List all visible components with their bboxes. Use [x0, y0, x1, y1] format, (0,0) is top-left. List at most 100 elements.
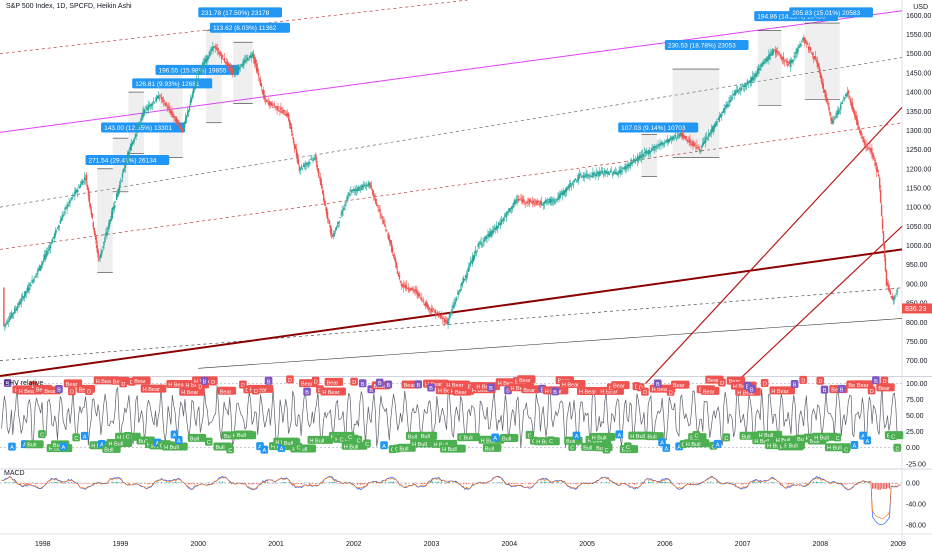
chv-signal-tag: B: [416, 383, 420, 389]
candle-body: [447, 319, 448, 324]
candle-body: [554, 202, 555, 203]
measure-label: 205.83 (15.01%) 20583: [792, 10, 860, 17]
candle-body: [298, 159, 299, 164]
chv-signal-tag: H Bear: [579, 390, 596, 396]
measure-label: 230.53 (18.78%) 23053: [668, 42, 736, 49]
macd-histogram-bar: [129, 483, 130, 484]
macd-histogram-bar: [424, 483, 425, 484]
macd-tick-label: 0.00: [906, 481, 920, 488]
candle-body: [716, 122, 717, 125]
macd-histogram-bar: [499, 482, 500, 483]
candle-body: [42, 261, 43, 262]
candle-body: [506, 212, 507, 217]
macd-histogram-bar: [435, 482, 436, 483]
macd-histogram-bar: [514, 483, 515, 484]
chv-signal-tag: C: [549, 439, 553, 445]
candle-body: [873, 156, 874, 159]
macd-histogram-bar: [38, 483, 39, 484]
macd-histogram-bar: [405, 483, 406, 484]
chv-signal-tag: C: [357, 438, 361, 444]
chv-signal-tag: A: [177, 438, 181, 444]
macd-histogram-bar: [547, 482, 548, 483]
macd-histogram-bar: [765, 482, 766, 483]
macd-histogram-bar: [665, 482, 666, 483]
chv-signal-tag: A: [575, 434, 579, 440]
macd-histogram-bar: [774, 482, 775, 483]
candle-body: [788, 64, 789, 65]
candle-body: [443, 317, 444, 318]
candle-body: [208, 55, 209, 58]
candle-body: [28, 288, 29, 290]
macd-histogram-bar: [606, 482, 607, 483]
candle-body: [551, 199, 552, 200]
candle-body: [458, 291, 459, 294]
macd-histogram-bar: [793, 483, 794, 484]
candle-body: [125, 165, 126, 168]
candle-body: [860, 132, 861, 135]
candle-body: [192, 94, 193, 98]
macd-histogram-bar: [259, 483, 260, 484]
candle-body: [408, 287, 409, 289]
candle-body: [764, 61, 765, 63]
macd-histogram-bar: [382, 482, 383, 483]
macd-histogram-bar: [391, 482, 392, 483]
candle-body: [310, 159, 311, 160]
macd-histogram-bar: [522, 483, 523, 484]
chv-signal-tag: A: [665, 446, 669, 452]
candle-body: [36, 273, 37, 275]
candle-body: [692, 141, 693, 146]
macd-histogram-bar: [360, 483, 361, 485]
measure-label: 196.55 (15.98%) 19855: [159, 67, 227, 74]
candle-body: [460, 289, 461, 290]
macd-histogram-bar: [57, 482, 58, 483]
candle-body: [602, 171, 603, 174]
macd-histogram-bar: [169, 482, 170, 483]
candle-body: [229, 64, 230, 66]
macd-histogram-bar: [888, 483, 889, 488]
chv-signal-tag: D: [720, 381, 724, 387]
candle-body: [403, 284, 404, 287]
chv-signal-tag: H Bear: [143, 387, 160, 393]
candle-body: [20, 303, 21, 305]
macd-histogram-bar: [634, 483, 635, 484]
chv-signal-tag: Bear: [703, 389, 715, 395]
candle-body: [829, 112, 830, 116]
macd-histogram-bar: [746, 483, 747, 484]
macd-histogram-bar: [362, 483, 363, 484]
candle-body: [263, 90, 264, 95]
candle-body: [524, 202, 525, 203]
macd-histogram-bar: [567, 483, 568, 484]
macd-histogram-bar: [27, 483, 28, 484]
candle-body: [168, 107, 169, 110]
macd-histogram-bar: [853, 483, 854, 484]
chv-signal-tag: H Bull: [412, 442, 427, 448]
macd-histogram-bar: [51, 482, 52, 483]
candle-body: [412, 289, 413, 291]
candle-body: [717, 121, 718, 122]
candle-body: [503, 218, 504, 221]
macd-histogram-bar: [650, 482, 651, 483]
candle-body: [435, 310, 436, 315]
macd-histogram-bar: [329, 482, 330, 483]
price-tick-label: 1600.00: [906, 13, 931, 20]
macd-histogram-bar: [161, 482, 162, 483]
macd-histogram-bar: [23, 483, 24, 484]
candle-body: [573, 184, 574, 185]
chv-signal-tag: A: [493, 436, 497, 442]
chv-signal-tag: D: [314, 379, 318, 385]
macd-histogram-bar: [354, 483, 355, 484]
candle-body: [283, 110, 284, 111]
candle-body: [451, 309, 452, 311]
macd-histogram-bar: [542, 482, 543, 483]
candle-body: [649, 150, 650, 151]
candle-body: [628, 165, 629, 167]
candle-body: [759, 68, 760, 70]
candle-body: [392, 248, 393, 252]
candle-body: [271, 103, 272, 106]
candle-body: [739, 88, 740, 89]
chv-indicator-title: CHV relative: [4, 380, 43, 387]
macd-histogram-bar: [421, 483, 422, 484]
candle-body: [342, 210, 343, 211]
